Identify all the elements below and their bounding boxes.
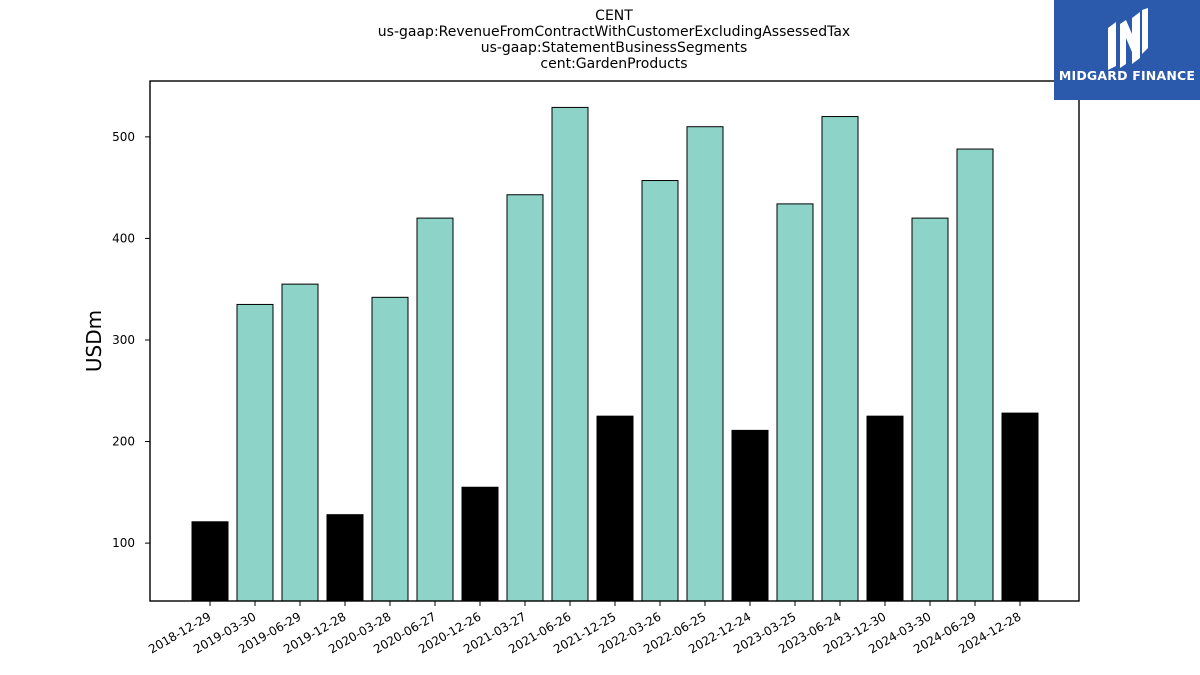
bar-2021-12-25 (596, 415, 634, 602)
bar-2022-12-24 (731, 429, 769, 602)
y-tick-label: 300 (112, 333, 135, 347)
chart-title-line-3: us-gaap:StatementBusinessSegments (481, 40, 748, 56)
bar-2022-03-26 (641, 180, 679, 602)
logo: MIDGARD FINANCE (1054, 0, 1200, 100)
y-axis-ticks: 100 200 300 400 500 (112, 130, 150, 550)
bar-2024-03-30 (911, 217, 949, 602)
bar-2024-06-29 (956, 148, 994, 602)
y-tick-label: 100 (112, 536, 135, 550)
bar-2021-03-27 (506, 194, 544, 602)
chart-title-line-4: cent:GardenProducts (540, 56, 687, 72)
bar-2023-03-25 (776, 203, 814, 602)
bar-2023-06-24 (821, 116, 859, 602)
plot-frame (149, 80, 1080, 602)
x-axis-ticks: 2018-12-292019-03-302019-06-292019-12-28… (146, 601, 1024, 656)
logo-mark-icon (1108, 8, 1148, 70)
bar-2018-12-29 (191, 521, 229, 602)
bar-2019-06-29 (281, 283, 319, 602)
bar-2020-06-27 (416, 217, 454, 602)
y-tick-label: 400 (112, 231, 135, 245)
bar-2021-06-26 (551, 106, 589, 602)
bar-2019-03-30 (236, 303, 274, 602)
y-tick-label: 200 (112, 435, 135, 449)
bar-2019-12-28 (326, 514, 364, 602)
chart-title-line-1: CENT (595, 8, 633, 24)
y-axis-label: USDm (82, 310, 106, 372)
bar-2023-12-30 (866, 415, 904, 602)
bar-group (191, 106, 1039, 602)
y-tick-label: 500 (112, 130, 135, 144)
chart-title: CENT us-gaap:RevenueFromContractWithCust… (378, 8, 850, 72)
bar-2022-06-25 (686, 126, 724, 602)
logo-text: MIDGARD FINANCE (1058, 68, 1196, 83)
bar-2024-12-28 (1001, 412, 1039, 602)
bar-2020-12-26 (461, 486, 499, 602)
bar-2020-03-28 (371, 296, 409, 602)
chart-title-line-2: us-gaap:RevenueFromContractWithCustomerE… (378, 24, 850, 40)
